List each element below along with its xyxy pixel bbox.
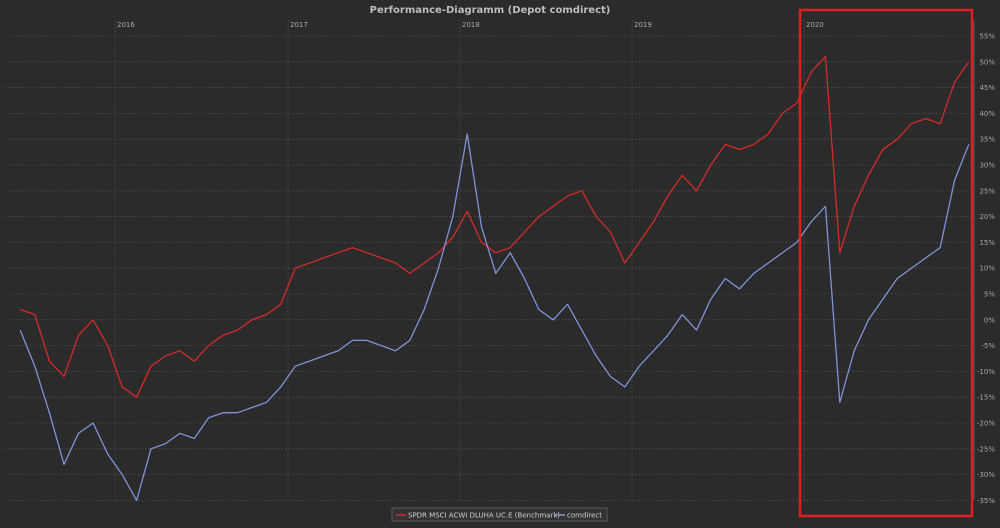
y-tick-label: -30%	[977, 471, 995, 479]
y-tick-label: 10%	[979, 265, 995, 273]
y-tick-label: 35%	[979, 136, 995, 144]
y-tick-label: 15%	[979, 239, 995, 247]
series-lines	[19, 55, 970, 502]
x-tick-label: 2019	[634, 21, 652, 29]
legend: SPDR MSCI ACWI DLUHA UC.E (Benchmark) co…	[391, 507, 608, 522]
y-tick-label: -20%	[977, 420, 995, 428]
x-tick-label: 2020	[806, 21, 824, 29]
y-tick-label: 55%	[979, 33, 995, 41]
series-line-comdirect	[19, 133, 970, 502]
y-tick-label: 0%	[984, 316, 995, 324]
y-tick-label: -15%	[977, 394, 995, 402]
legend-label-benchmark: SPDR MSCI ACWI DLUHA UC.E (Benchmark)	[408, 512, 560, 520]
y-tick-label: 30%	[979, 162, 995, 170]
y-tick-label: -25%	[977, 445, 995, 453]
highlight-box-2020	[798, 8, 974, 518]
y-tick-label: 25%	[979, 187, 995, 195]
y-tick-label: 40%	[979, 110, 995, 118]
grid-lines	[5, 20, 975, 501]
series-line-benchmark	[19, 55, 970, 398]
x-tick-label: 2016	[117, 21, 135, 29]
legend-box	[391, 507, 608, 522]
x-axis-ticks: 2016 2017 2018 2019 2020	[117, 21, 824, 29]
y-tick-label: 20%	[979, 213, 995, 221]
y-tick-label: -5%	[981, 342, 995, 350]
y-axis-ticks: 55% 50% 45% 40% 35% 30% 25% 20% 15% 10% 5% 0% -5% -10…	[977, 33, 995, 505]
chart-title: Performance-Diagramm (Depot comdirect)	[370, 5, 611, 16]
y-tick-label: -10%	[977, 368, 995, 376]
x-tick-label: 2017	[290, 21, 308, 29]
legend-label-comdirect: comdirect	[567, 512, 602, 520]
y-tick-label: 5%	[984, 291, 995, 299]
y-tick-label: -35%	[977, 497, 995, 505]
x-tick-label: 2018	[462, 21, 480, 29]
y-tick-label: 45%	[979, 84, 995, 92]
y-tick-label: 50%	[979, 58, 995, 66]
